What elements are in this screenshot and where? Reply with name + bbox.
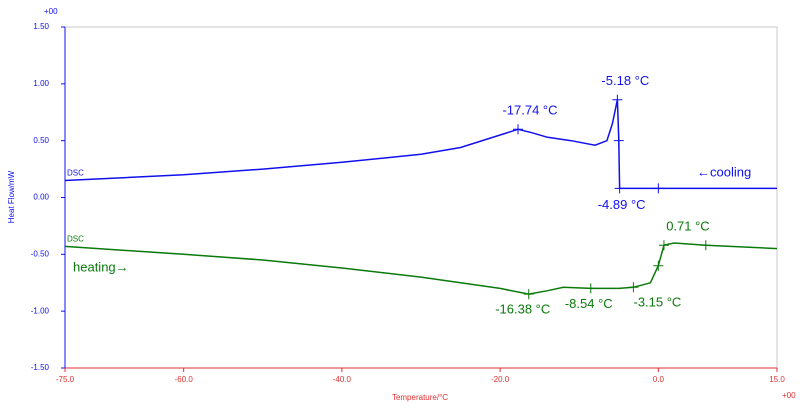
x-axis-label: Temperature/°C	[392, 393, 448, 402]
series-line	[64, 99, 777, 190]
x-tick-label: -40.0	[333, 375, 352, 384]
y-tick-label: 1.00	[33, 79, 49, 88]
marker	[653, 260, 664, 271]
marker	[658, 240, 669, 251]
y-tick-label: 1.50	[33, 22, 49, 31]
x-tick-label: -60.0	[175, 375, 194, 384]
marker	[614, 183, 625, 194]
marker	[700, 240, 711, 251]
marker	[512, 124, 523, 135]
series-line	[64, 242, 778, 295]
annotation: -4.89 °C	[598, 197, 646, 212]
plot-frame	[64, 26, 778, 369]
x-tick-label: -20.0	[491, 375, 510, 384]
y-tick-label: -1.00	[31, 306, 50, 315]
y-tick-label: -1.50	[31, 363, 50, 372]
annotation: 0.71 °C	[666, 219, 710, 234]
marker	[585, 283, 596, 294]
series-name: DSC	[67, 169, 84, 178]
y-axis-label: Heat Flow/mW	[7, 170, 16, 223]
annotation: -5.18 °C	[601, 73, 649, 88]
series-label: ←cooling	[697, 164, 751, 179]
marker	[523, 289, 534, 300]
annotation: -8.54 °C	[565, 296, 613, 311]
y-tick-label: -0.50	[31, 249, 50, 258]
y-multiplier: +00	[44, 7, 58, 16]
series-name: DSC	[67, 234, 84, 243]
x-tick-label: 0.0	[653, 375, 665, 384]
x-tick-label: 15.0	[769, 375, 785, 384]
x-tick-label: -75.0	[56, 375, 75, 384]
marker	[628, 282, 639, 293]
y-tick-label: 0.50	[33, 136, 49, 145]
y-tick-label: 0.00	[33, 193, 49, 202]
annotation: -17.74 °C	[502, 103, 557, 118]
series-label: heating→	[73, 259, 129, 274]
x-multiplier: +00	[782, 391, 796, 400]
marker	[653, 183, 664, 194]
marker	[613, 135, 624, 146]
marker	[612, 94, 623, 105]
annotation: -16.38 °C	[495, 302, 550, 317]
annotation: -3.15 °C	[633, 295, 681, 310]
